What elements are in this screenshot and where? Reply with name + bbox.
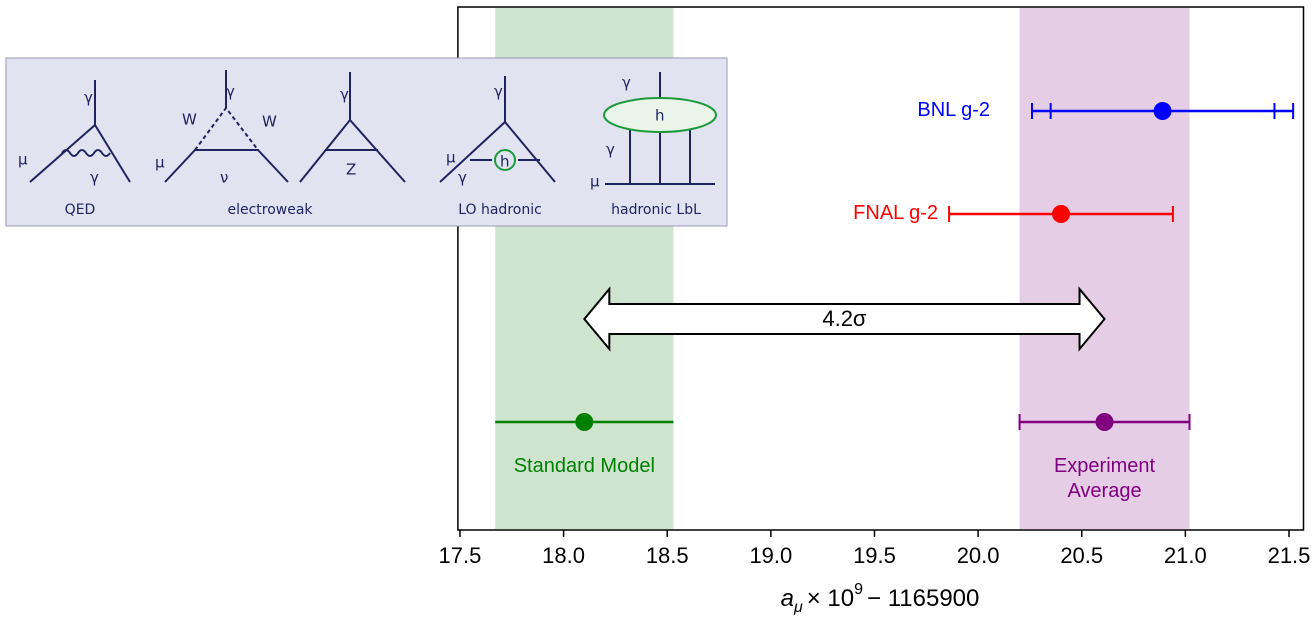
x-tick-label: 20.5 [1060,543,1103,568]
series-label: Experiment Average [1030,454,1180,504]
diagram-symbol: γ [340,86,349,104]
diagram-symbol: γ [84,89,93,107]
diagram-symbol: Z [346,161,356,179]
x-tick-label: 18.0 [542,543,585,568]
x-label-symbol: a [781,585,794,612]
diagram-symbol: γ [606,141,615,159]
x-tick-label: 21.5 [1268,543,1311,568]
x-tick-label: 20.0 [957,543,1000,568]
x-axis-label: aμ× 109− 1165900 [781,581,980,616]
x-tick-label: 17.5 [439,543,482,568]
diagram-symbol: μ [18,151,28,169]
diagram-label: QED [65,202,96,218]
series-label: FNAL g-2 [853,201,938,226]
figure: 17.5 18.0 18.5 19.0 19.5 20.0 20.5 21.0 21.5 4.2σ… [0,0,1314,630]
diagram-symbol: γ [90,169,99,187]
diagram-symbol: μ [155,154,165,172]
diagram-label: hadronic LbL [611,202,701,218]
inset: γ μ γ QED γ W W μ ν γ Z electroweak γ μ … [6,58,727,226]
error-band [1020,8,1190,529]
x-label-exponent: 9 [854,581,863,598]
x-tick-label: 19.5 [853,543,896,568]
annotation: 4.2σ [822,306,867,331]
x-label-factor: × 10 [807,585,854,612]
diagram-symbol: γ [458,169,467,187]
x-label-subscript: μ [793,599,803,616]
x-label-offset: − 1165900 [867,585,979,612]
x-tick-label: 18.5 [646,543,689,568]
diagram-symbol: ν [220,169,228,187]
diagram-symbol: μ [590,173,600,191]
diagram-symbol: γ [226,83,235,101]
data-point [1052,205,1070,223]
diagram-label: LO hadronic [458,202,542,218]
data-point [1154,102,1172,120]
series-label: BNL g-2 [917,98,990,123]
diagram-symbol: h [655,107,665,125]
diagram-symbol: γ [622,74,631,92]
diagram-symbol: W [182,111,197,129]
x-tick-label: 21.0 [1164,543,1207,568]
data-point [575,413,593,431]
x-tick-label: 19.0 [749,543,792,568]
diagram-symbol: h [500,153,510,171]
inset-background [6,58,727,226]
data-point [1096,413,1114,431]
diagram-label: electroweak [227,202,313,218]
chart: 17.5 18.0 18.5 19.0 19.5 20.0 20.5 21.0 21.5 4.2σ… [0,0,1314,630]
diagram-symbol: γ [494,83,503,101]
diagram-symbol: μ [446,149,456,167]
series-label: Standard Model [509,454,659,479]
diagram-symbol: W [262,113,277,131]
